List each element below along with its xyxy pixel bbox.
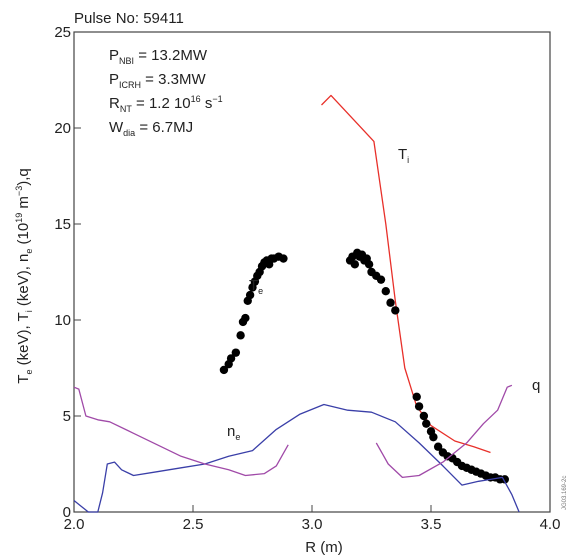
parameter-line: Wdia = 6.7MJ [109,119,193,138]
series-labels: Ti Te ne q [227,146,540,442]
x-tick-label: 2.0 [64,516,85,533]
y-tick-label: 10 [54,312,71,329]
q-line [73,386,289,477]
te-data-point [433,442,443,451]
series-label-ti: Ti [398,146,409,165]
te-data-point [245,290,255,300]
te-data-point [381,287,390,296]
te-data-point [391,306,400,315]
series-label-ne: ne [227,423,240,442]
x-tick-label: 4.0 [540,516,561,533]
te-data-point [414,402,424,411]
y-tick-label: 20 [54,120,71,137]
te-data-point [231,348,241,357]
y-tick-label: 25 [54,24,71,41]
y-tick-label: 5 [63,408,71,425]
te-data-point [419,411,429,421]
y-tick-label: 0 [63,504,71,521]
parameter-line: PICRH = 3.3MW [109,71,206,90]
x-tick-label: 3.0 [302,516,323,533]
parameter-line: RNT = 1.2 1016 s−1 [109,94,223,114]
ne-line [73,403,520,513]
te-data-point [226,354,236,363]
x-tick-label: 3.5 [421,516,442,533]
te-data-point [219,365,229,375]
parameter-line: PNBI = 13.2MW [109,47,208,66]
pulse-parameters: PNBI = 13.2MW PICRH = 3.3MW RNT = 1.2 1016… [109,47,223,138]
series-label-q: q [532,377,540,394]
te-data-point [350,260,360,269]
te-data-point [429,432,438,442]
y-axis: 0 5 10 15 20 25 [54,24,81,521]
series-layer [73,94,520,513]
te-data-point [412,392,421,401]
side-code: JG03.169-2c [562,476,568,510]
series-label-te: Te [249,277,263,296]
te-data-point [422,419,431,428]
te-data-point [364,260,374,269]
q-line [375,384,513,479]
x-tick-label: 2.5 [183,516,204,533]
y-tick-label: 15 [54,216,71,233]
te-data-point [241,313,250,323]
te-data-point [386,298,395,307]
x-axis: 2.0 2.5 3.0 3.5 4.0 [64,505,561,533]
te-data-point [279,254,288,263]
te-data-point [236,331,245,340]
te-data-point [376,275,386,284]
chart-title: Pulse No: 59411 [74,10,184,27]
y-axis-label: Te (keV), Ti (keV), ne (1019 m−3),q [14,168,34,383]
ti-line [321,94,491,454]
x-axis-label: R (m) [305,539,343,556]
